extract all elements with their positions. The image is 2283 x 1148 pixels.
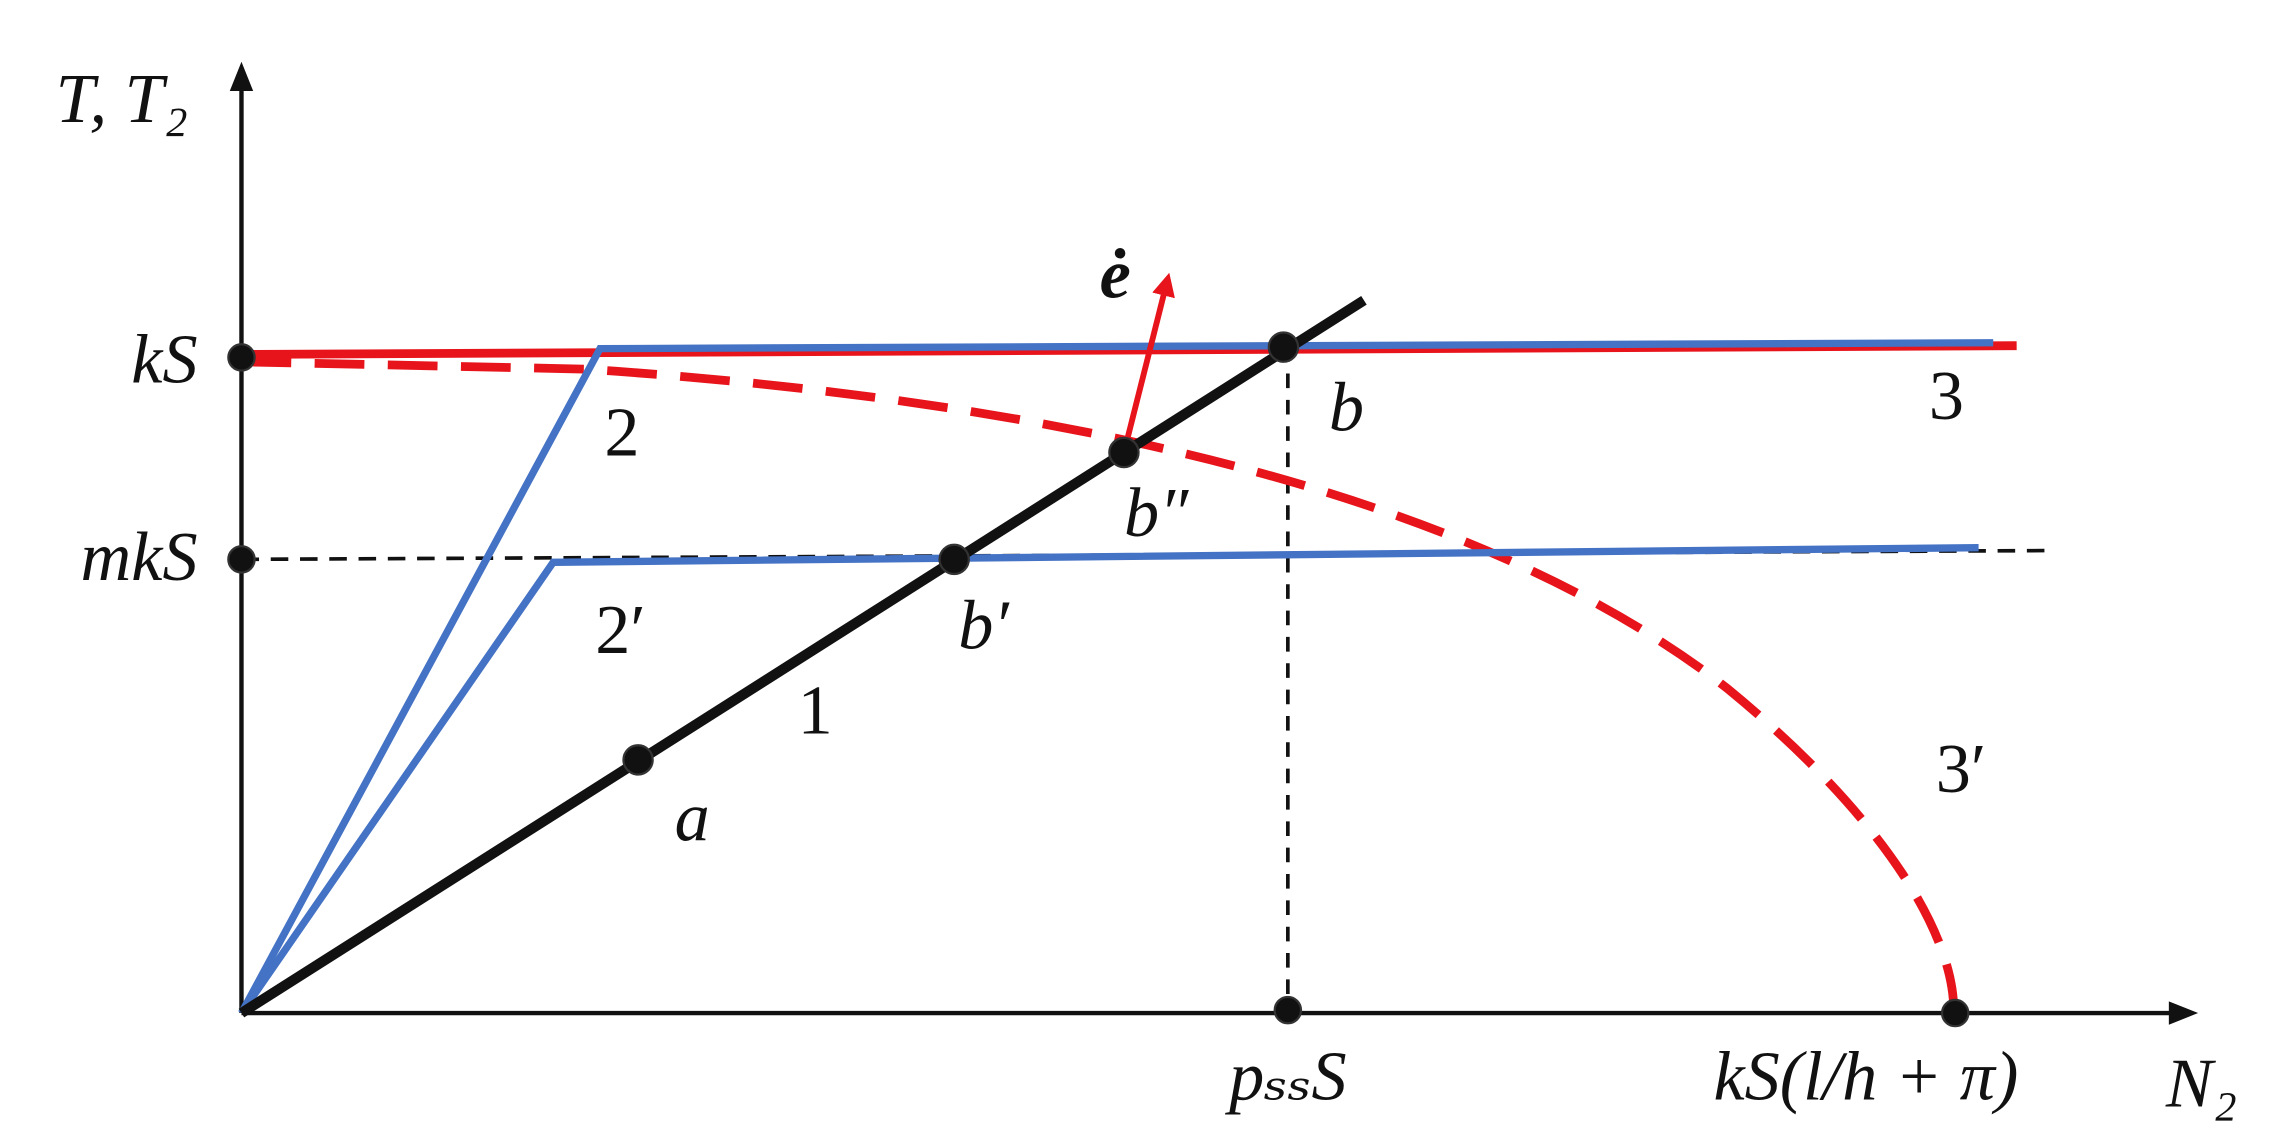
curve-label: 1 <box>798 672 833 750</box>
dot <box>227 545 256 574</box>
vector-label: ė <box>1100 235 1131 313</box>
x-axis-arrow <box>2168 1001 2199 1025</box>
curve-label: 2′ <box>595 591 645 669</box>
point-label: b <box>1329 369 1364 447</box>
x-tick-label: pₛₛS <box>1224 1037 1347 1115</box>
x-axis-label: N₂ <box>2165 1045 2237 1123</box>
black-line <box>238 296 1367 1018</box>
red-dashed-curve <box>241 357 1959 1011</box>
dots <box>227 331 1970 1028</box>
curve-label: 2 <box>604 393 639 471</box>
dot <box>227 343 256 372</box>
point-label: b′ <box>958 587 1010 665</box>
point-label: a <box>675 778 710 856</box>
dot <box>1273 995 1303 1025</box>
curve-label: 3 <box>1929 357 1964 435</box>
y-axis-arrow <box>229 61 254 92</box>
x-tick-label: kS(l/h + π) <box>1713 1037 2018 1115</box>
blue-curve-2-prime <box>238 543 1979 1016</box>
blue-curve-2 <box>238 339 1994 1015</box>
curve-label: 3′ <box>1936 730 1986 808</box>
dot <box>1940 998 1970 1028</box>
dot <box>938 543 970 576</box>
dot <box>1108 436 1140 469</box>
dot <box>1267 331 1300 363</box>
point-label: b″ <box>1124 474 1189 552</box>
dot <box>622 744 654 776</box>
vector-arrow <box>1121 272 1175 454</box>
y-axis-label: T, T₂ <box>56 60 188 138</box>
y-tick-label: mkS <box>81 518 198 596</box>
y-tick-label: kS <box>131 320 197 398</box>
